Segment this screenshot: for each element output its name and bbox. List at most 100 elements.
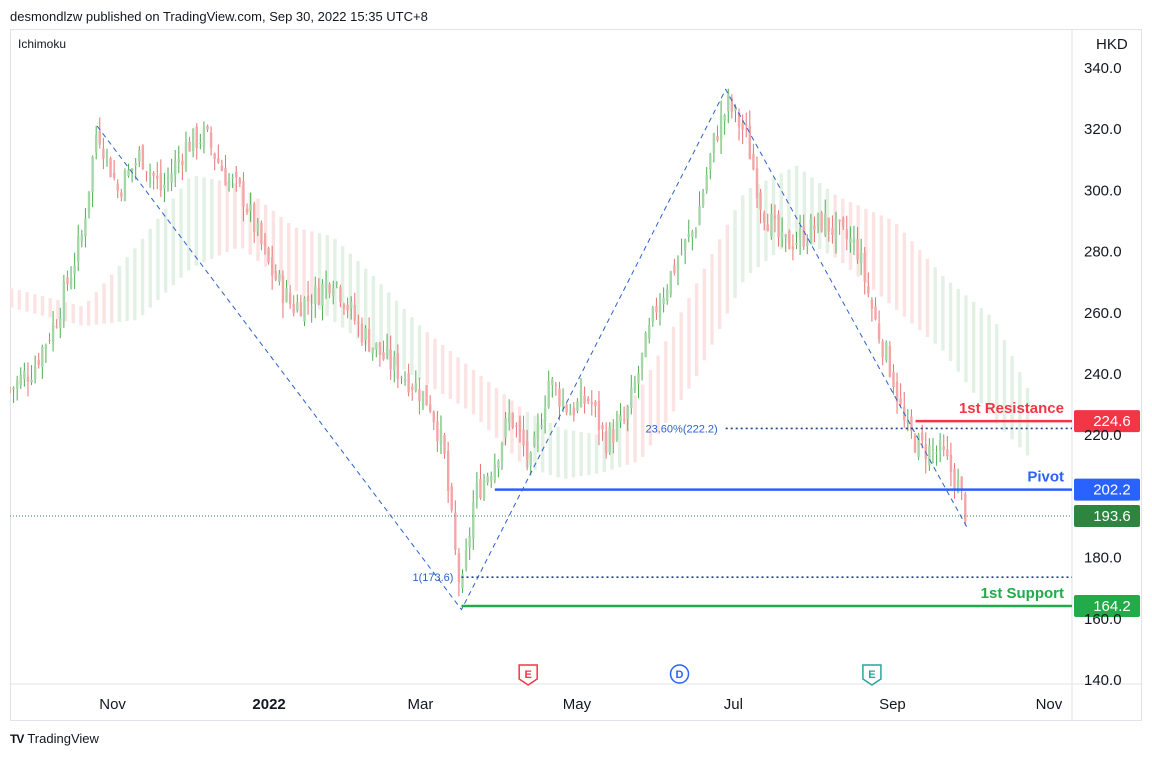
candle-body — [328, 284, 331, 294]
candle-body — [676, 259, 680, 271]
kumo-cloud-segment — [333, 238, 337, 322]
candle-body — [188, 141, 191, 152]
chart-frame — [10, 29, 1142, 721]
candle-body — [949, 454, 953, 473]
kumo-cloud-segment — [140, 238, 145, 315]
candle-body — [184, 141, 188, 170]
y-tick-label: 160.0 — [1084, 611, 1122, 628]
candle-body — [892, 372, 895, 388]
candle-body — [174, 161, 177, 176]
kumo-cloud-segment — [294, 227, 299, 292]
candle-body — [935, 452, 938, 454]
kumo-cloud-segment — [1018, 371, 1022, 448]
candle-body — [23, 371, 26, 380]
candle-body — [231, 177, 234, 179]
candle-body — [752, 153, 755, 170]
candle-body — [26, 376, 30, 382]
candle-body — [120, 192, 123, 197]
candle-body — [569, 412, 572, 416]
kumo-cloud-segment — [764, 180, 768, 262]
candle-body — [66, 277, 69, 285]
kumo-cloud-segment — [10, 288, 14, 308]
kumo-cloud-segment — [56, 300, 60, 320]
candle-body — [522, 429, 525, 446]
kumo-cloud-segment — [602, 432, 606, 473]
candle-body — [94, 134, 98, 153]
candle-body — [590, 402, 593, 404]
candle-body — [418, 389, 421, 402]
kumo-cloud-segment — [302, 229, 306, 298]
event-marker-letter: E — [868, 669, 875, 681]
kumo-cloud-segment — [71, 304, 75, 324]
candle-body — [360, 323, 364, 343]
kumo-cloud-segment — [933, 267, 937, 344]
candle-body — [698, 206, 701, 226]
candle-body — [263, 241, 267, 247]
candle-body — [633, 382, 637, 391]
kumo-cloud-segment — [718, 239, 722, 330]
x-tick-label: Nov — [1036, 696, 1063, 713]
kumo-cloud-segment — [948, 282, 953, 362]
current-price-tag — [1074, 504, 1140, 527]
candle-body — [515, 425, 518, 427]
kumo-cloud-segment — [648, 370, 653, 446]
candle-body — [626, 406, 629, 420]
candle-body — [608, 426, 611, 453]
kumo-cloud-segment — [110, 274, 114, 323]
x-tick-label: Nov — [99, 696, 126, 713]
candle-body — [938, 440, 942, 452]
y-tick-label: 180.0 — [1084, 550, 1122, 567]
kumo-cloud-segment — [340, 246, 345, 328]
kumo-cloud-segment — [871, 212, 876, 290]
kumo-cloud-segment — [94, 292, 99, 325]
candle-body — [242, 181, 245, 207]
kumo-cloud-segment — [741, 195, 745, 283]
kumo-cloud-segment — [464, 363, 468, 409]
candle-body — [773, 215, 777, 219]
price-chart[interactable]: 23.60%(222.2) 1(173.6) 1st Resistance 224.6… — [10, 29, 1142, 721]
kumo-cloud-segment — [425, 332, 429, 385]
kumo-cloud-segment — [879, 215, 884, 297]
candle-body — [619, 415, 622, 422]
candle-body — [306, 295, 310, 302]
kumo-cloud-segment — [679, 312, 683, 401]
kumo-cloud-segment — [17, 290, 22, 310]
candle-body — [565, 404, 568, 413]
candle-body — [428, 404, 432, 412]
y-tick-label: 340.0 — [1084, 60, 1122, 77]
candle-body — [777, 214, 780, 238]
candle-body — [134, 163, 137, 166]
candle-body — [116, 183, 119, 191]
candle-body — [15, 380, 19, 389]
candle-body — [98, 131, 101, 145]
candle-body — [109, 157, 112, 178]
candle-body — [551, 379, 554, 386]
candle-body — [572, 407, 576, 416]
candle-body — [709, 154, 712, 170]
kumo-cloud-segment — [171, 198, 176, 286]
candle-body — [604, 431, 608, 454]
candle-body — [245, 208, 249, 213]
candle-body — [436, 421, 439, 442]
kumo-cloud-segment — [194, 176, 199, 266]
kumo-cloud-segment — [664, 341, 668, 423]
candle-body — [202, 126, 206, 147]
candle-body — [310, 307, 313, 309]
candle-body — [407, 373, 410, 393]
candle-body — [12, 387, 15, 390]
kumo-cloud-segment — [710, 254, 714, 345]
candle-body — [321, 283, 324, 306]
kumo-cloud-segment — [456, 357, 460, 404]
candle-body — [69, 277, 73, 288]
candle-body — [680, 252, 683, 254]
kumo-cloud-segment — [556, 426, 560, 478]
publish-info: desmondlzw published on TradingView.com,… — [10, 9, 428, 24]
candle-body — [824, 213, 827, 235]
kumo-cloud-segment — [633, 395, 637, 463]
kumo-cloud-segment — [956, 288, 960, 372]
candle-body — [393, 356, 396, 371]
indicator-label: Ichimoku — [18, 37, 66, 51]
candle-body — [859, 253, 863, 264]
kumo-cloud-segment — [910, 241, 914, 324]
kumo-cloud-segment — [379, 284, 383, 356]
